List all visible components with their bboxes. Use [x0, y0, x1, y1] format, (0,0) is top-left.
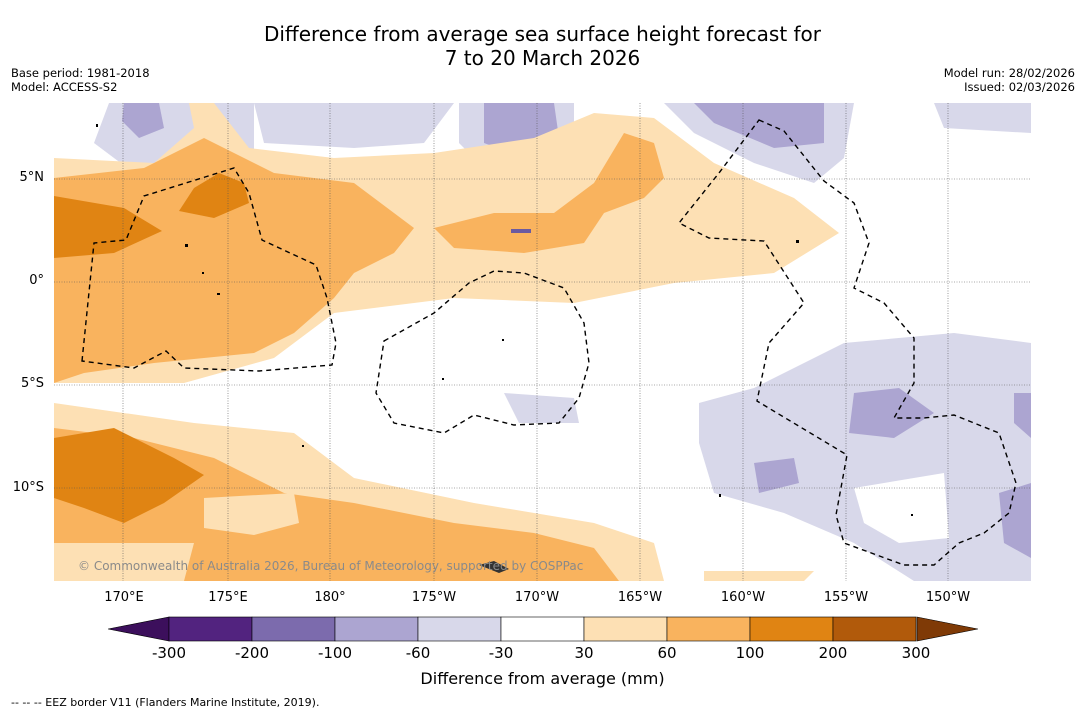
- map-svg: [54, 103, 1031, 581]
- colorbar-tick: 60: [657, 644, 677, 662]
- colorbar-tick: 300: [901, 644, 931, 662]
- lavender-patch: [699, 333, 1031, 581]
- island-dot: [502, 339, 504, 341]
- map-panel: [54, 103, 1031, 581]
- dark-orange-patch: [54, 196, 162, 258]
- orange-region-north: [54, 138, 414, 383]
- islands: [96, 124, 913, 573]
- orange-region-south: [54, 428, 619, 581]
- lat-label-0: 0°: [29, 273, 44, 288]
- lon-label: 150°W: [925, 590, 971, 605]
- band-pos-medium: [54, 133, 664, 581]
- lavender-dark-patch: [122, 103, 164, 138]
- eez-borders: [81, 119, 1017, 566]
- lon-label: 165°W: [617, 590, 663, 605]
- colorbar-cell: [417, 616, 502, 642]
- lon-label: 180°: [314, 590, 346, 605]
- eez-legend-note: -- -- -- EEZ border V11 (Flanders Marine…: [11, 696, 320, 709]
- colorbar-tick: -200: [234, 644, 270, 662]
- lat-label-5s: 5°S: [20, 376, 44, 391]
- colorbar-cell: [666, 616, 751, 642]
- issued-date: Issued: 02/03/2026: [964, 80, 1075, 94]
- graticule: [54, 103, 1031, 581]
- eez-border-kiribati-gilbert: [81, 167, 337, 372]
- lon-label: 175°E: [208, 590, 248, 605]
- peach-region-south-east: [704, 571, 814, 581]
- island-dot: [217, 293, 220, 295]
- lavender-dark-patch: [999, 483, 1031, 558]
- band-pos-dark: [54, 173, 249, 523]
- lavender-patch: [254, 103, 454, 148]
- island-dot: [911, 514, 913, 516]
- colorbar: [107, 616, 979, 646]
- colorbar-cells: [168, 616, 917, 642]
- colorbar-cell: [500, 616, 585, 642]
- title-line-2: 7 to 20 March 2026: [444, 46, 641, 70]
- colorbar-tick: -60: [405, 644, 431, 662]
- island-dot: [185, 244, 188, 247]
- base-period: Base period: 1981-2018: [11, 66, 150, 80]
- lavender-dark-patch: [849, 388, 934, 438]
- colorbar-label: Difference from average (mm): [420, 669, 665, 688]
- colorbar-cell: [749, 616, 834, 642]
- island-dot: [511, 229, 531, 233]
- eez-border-phoenix: [375, 270, 590, 434]
- colorbar-cell: [832, 616, 917, 642]
- island-dot: [302, 445, 304, 447]
- colorbar-cell: [334, 616, 419, 642]
- lavender-dark-patch: [1014, 393, 1031, 438]
- colorbar-tick: -300: [151, 644, 187, 662]
- title-line-1: Difference from average sea surface heig…: [263, 22, 822, 46]
- island-dot: [442, 378, 444, 380]
- dark-orange-patch: [179, 173, 249, 218]
- copyright-notice: © Commonwealth of Australia 2026, Bureau…: [78, 559, 584, 573]
- metadata-left: Base period: 1981-2018 Model: ACCESS-S2: [11, 66, 150, 94]
- island-cluster: [479, 561, 509, 573]
- lavender-patch: [934, 103, 1031, 133]
- lon-label: 170°W: [514, 590, 560, 605]
- colorbar-cell: [168, 616, 253, 642]
- island-dot: [202, 272, 204, 274]
- lavender-dark-patch: [754, 458, 799, 493]
- neutral-gap: [854, 473, 949, 543]
- metadata-right: Model run: 28/02/2026 Issued: 02/03/2026: [944, 66, 1075, 94]
- lon-label: 155°W: [823, 590, 869, 605]
- colorbar-under-triangle: [107, 616, 170, 642]
- lavender-patch: [504, 393, 579, 423]
- dark-orange-patch: [54, 428, 204, 523]
- colorbar-tick: -100: [317, 644, 353, 662]
- model-name: Model: ACCESS-S2: [11, 80, 118, 94]
- lon-label: 160°W: [720, 590, 766, 605]
- colorbar-cell: [251, 616, 336, 642]
- eez-border-line-islands: [677, 119, 1017, 566]
- lon-label: 175°W: [411, 590, 457, 605]
- colorbar-over-triangle: [916, 616, 979, 642]
- colorbar-tick: 200: [818, 644, 848, 662]
- chart-title: Difference from average sea surface heig…: [0, 22, 1085, 70]
- colorbar-tick: -30: [488, 644, 514, 662]
- orange-region-east: [434, 133, 664, 253]
- colorbar-tick: 100: [735, 644, 765, 662]
- colorbar-svg: [107, 616, 979, 642]
- lon-label: 170°E: [104, 590, 144, 605]
- island-dot: [96, 124, 98, 127]
- colorbar-tick: 30: [574, 644, 594, 662]
- lavender-dark-patch: [694, 103, 824, 148]
- colorbar-cell: [583, 616, 668, 642]
- island-dot: [796, 240, 799, 243]
- lat-label-5n: 5°N: [19, 170, 45, 185]
- model-run-date: Model run: 28/02/2026: [943, 66, 1075, 80]
- lat-label-10s: 10°S: [12, 480, 44, 495]
- island-dot: [719, 494, 721, 497]
